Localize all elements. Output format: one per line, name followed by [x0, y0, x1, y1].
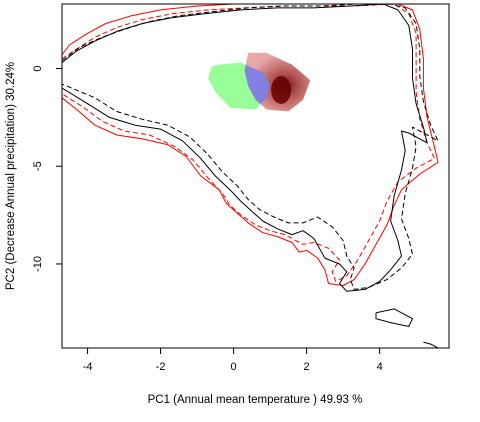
x-tick-label: 0	[231, 361, 237, 373]
y-tick-label: -10	[32, 256, 44, 272]
y-axis-label: PC2 (Decrease Annual precipitation) 30.2…	[5, 62, 17, 290]
niche-density-layer	[208, 52, 311, 112]
x-tick-label: -4	[83, 361, 93, 373]
contour-layer	[62, 4, 439, 348]
plot-area	[62, 4, 439, 348]
x-axis: -4 -2 0 2 4	[83, 348, 383, 373]
x-tick-label: 4	[377, 361, 383, 373]
niche-b-peak	[271, 76, 292, 104]
contour-line-6	[423, 341, 439, 348]
contour-line-1	[62, 4, 439, 286]
plot-frame	[61, 3, 450, 349]
y-axis: 0 -5 -10	[32, 65, 62, 272]
x-tick-label: 2	[304, 361, 310, 373]
y-tick-label: -5	[32, 161, 44, 171]
contour-line-3	[62, 4, 428, 292]
y-tick-label: 0	[32, 65, 44, 71]
contour-line-4	[62, 4, 439, 290]
x-tick-label: -2	[156, 361, 166, 373]
x-axis-label: PC1 (Annual mean temperature ) 49.93 %	[148, 394, 363, 406]
contour-line-5	[375, 308, 413, 327]
